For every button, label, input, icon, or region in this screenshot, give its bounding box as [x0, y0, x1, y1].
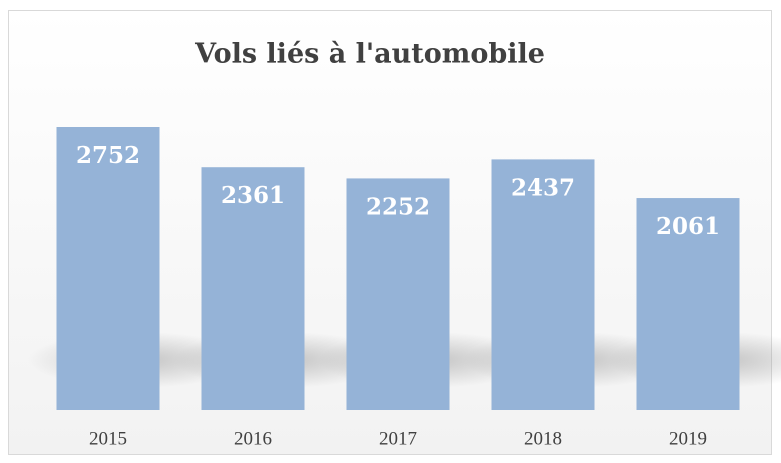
x-tick-label: 2017: [379, 428, 417, 449]
bar: [491, 159, 595, 410]
value-label: 2252: [366, 193, 430, 220]
bar: [346, 178, 450, 410]
x-tick-label: 2015: [89, 428, 127, 449]
bar: [56, 127, 160, 410]
bar: [636, 198, 740, 410]
value-label: 2752: [76, 142, 140, 169]
bar: [201, 167, 305, 410]
value-label: 2361: [221, 182, 285, 209]
x-tick-label: 2016: [234, 428, 272, 449]
x-tick-label: 2019: [669, 428, 707, 449]
value-label: 2437: [511, 174, 575, 201]
x-tick-label: 2018: [524, 428, 562, 449]
chart-title: Vols liés à l'automobile: [194, 39, 545, 70]
value-label: 2061: [656, 213, 720, 240]
